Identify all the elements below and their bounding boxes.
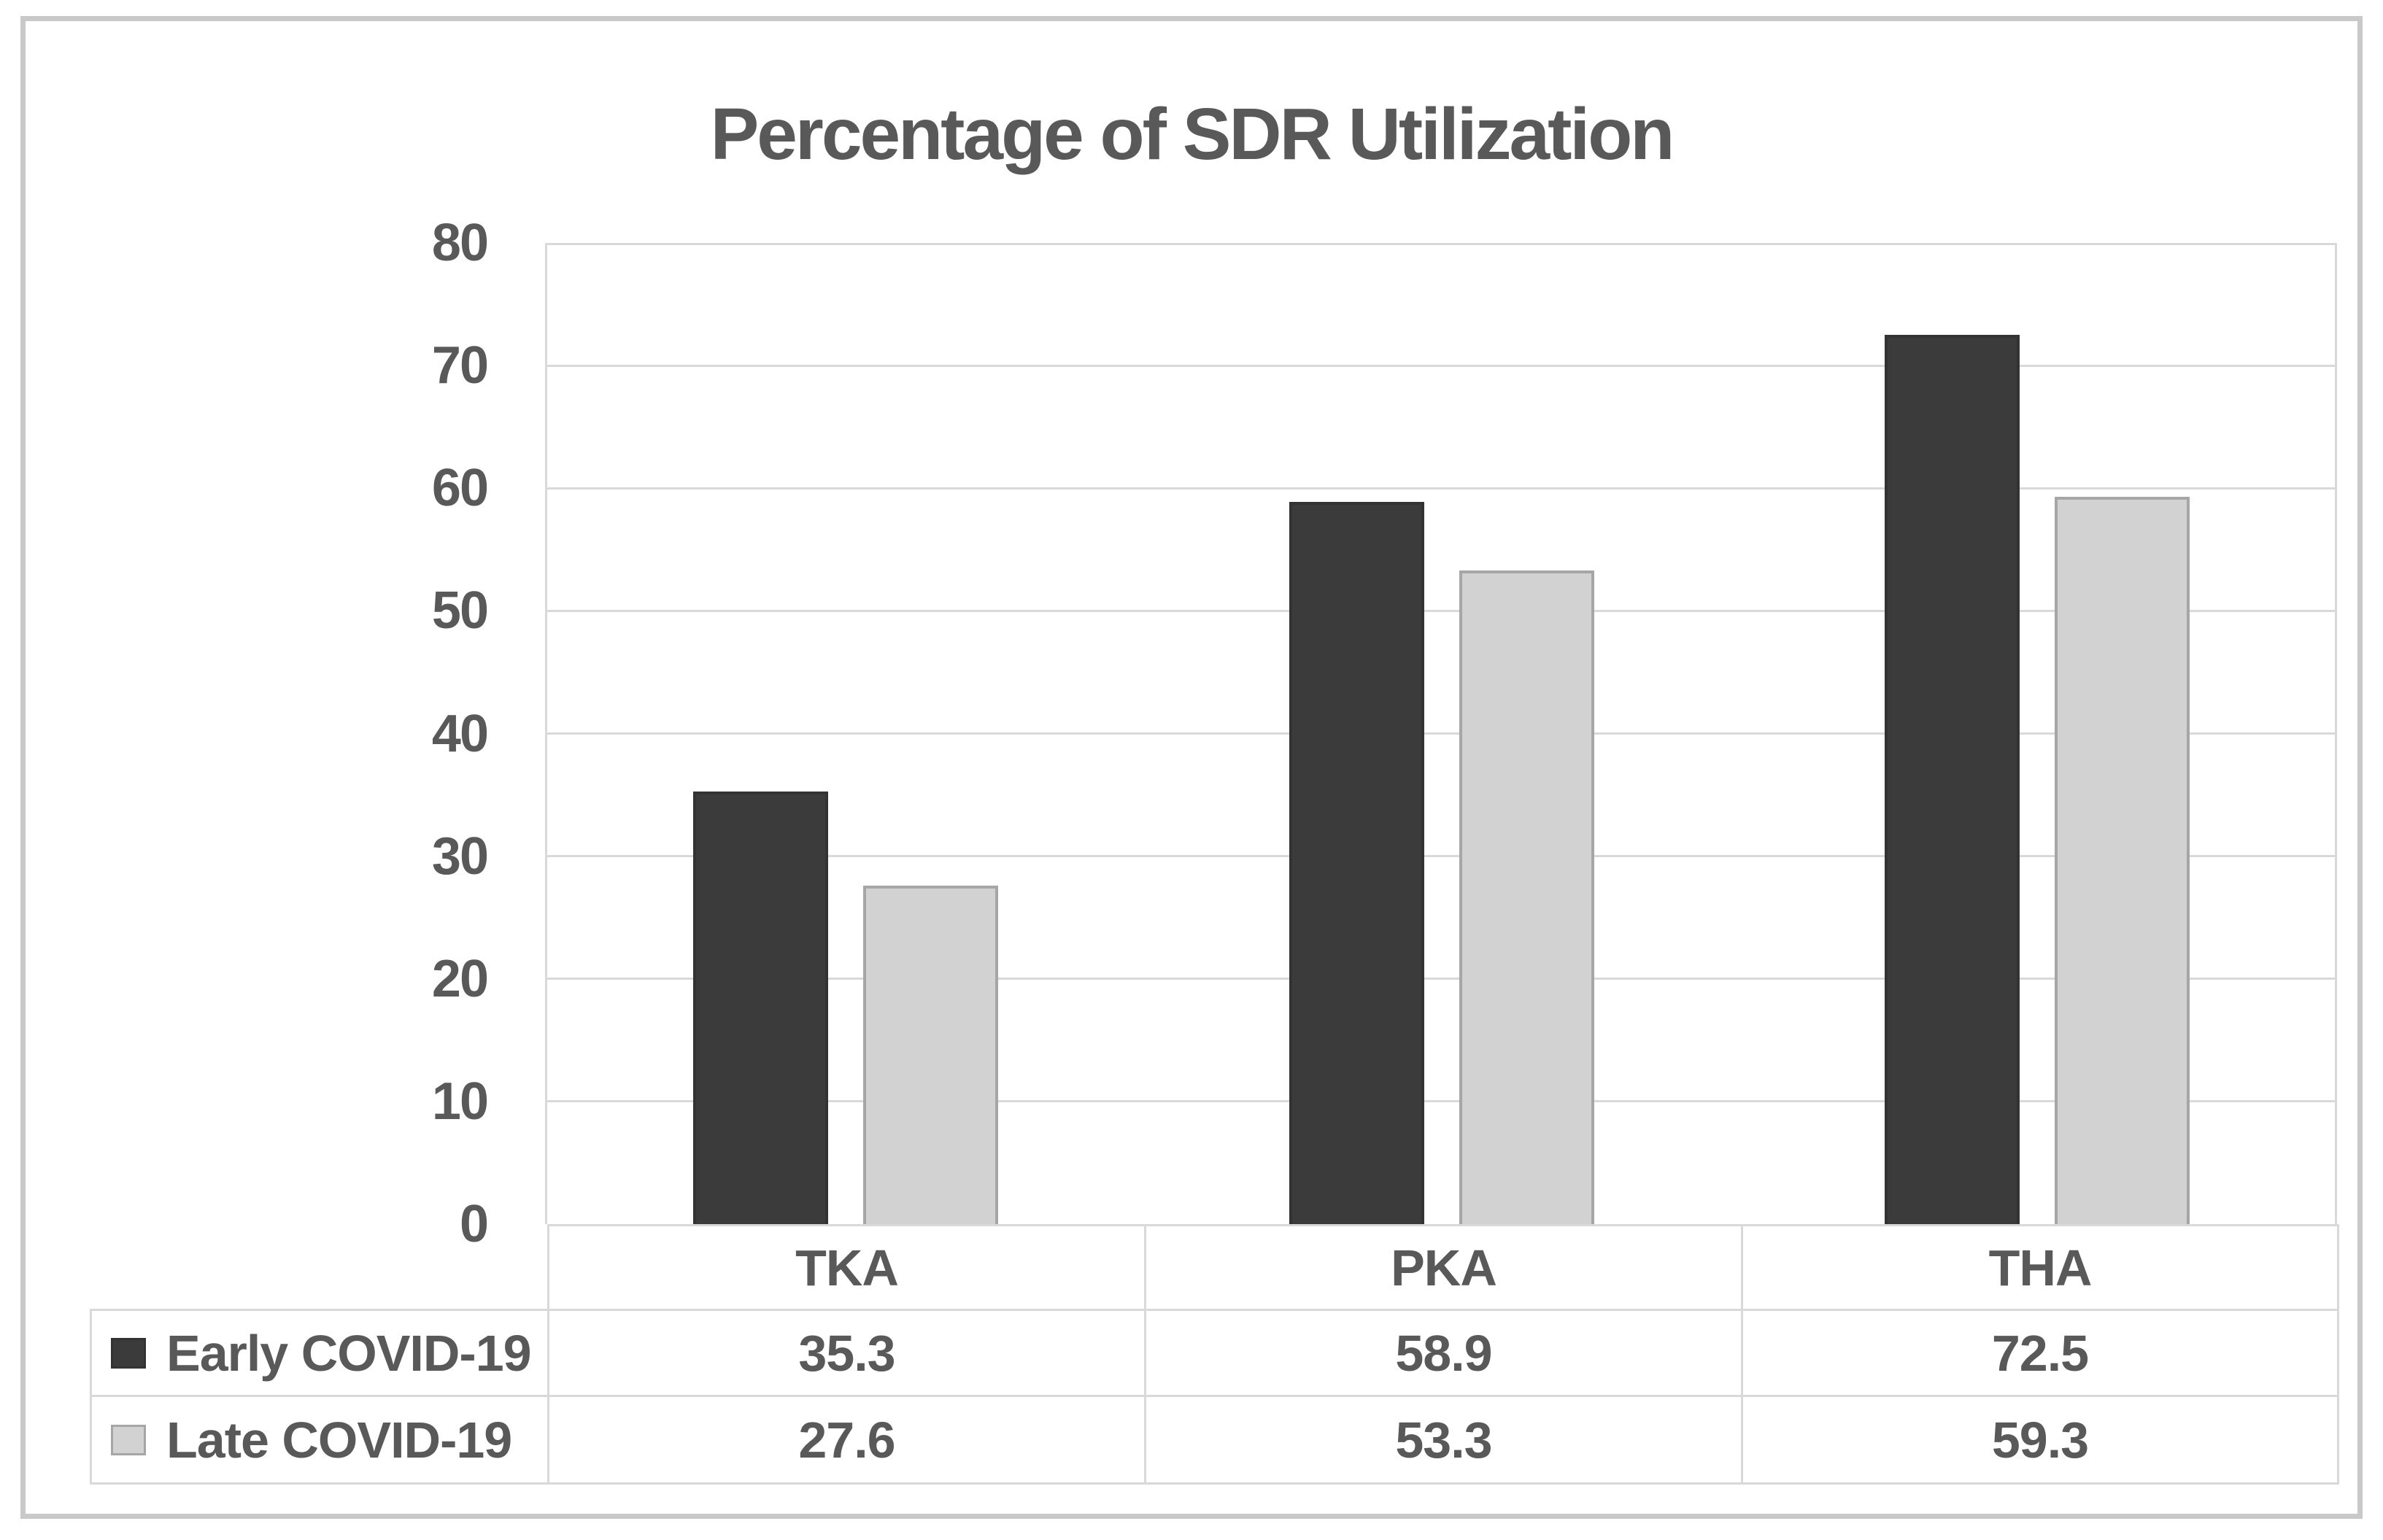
y-axis: 80 70 60 50 40 30 20 10 0	[277, 0, 489, 1540]
category-header-tka: TKA	[547, 1224, 1146, 1311]
y-tick-label-10: 10	[431, 1072, 489, 1131]
gridline-80	[547, 243, 2335, 245]
gridline-50	[547, 610, 2335, 612]
table-corner-cell	[91, 1226, 549, 1310]
bar-late-covid-19-tha	[2055, 497, 2190, 1224]
value-cell-late-covid-19-tha: 59.3	[1741, 1395, 2339, 1485]
value-cell-early-covid-19-pka: 58.9	[1144, 1309, 1743, 1397]
gridline-40	[547, 732, 2335, 735]
chart-title: Percentage of SDR Utilization	[710, 93, 1675, 175]
value-cell-early-covid-19-tka: 35.3	[547, 1309, 1146, 1397]
y-tick-label-70: 70	[431, 336, 489, 395]
y-tick-label-0: 0	[459, 1195, 489, 1253]
gridline-10	[547, 1100, 2335, 1102]
y-tick-label-80: 80	[431, 214, 489, 272]
data-table: TKA PKA THA Early COVID-19 35.3 58.9 72.5 Late …	[90, 1224, 2339, 1485]
y-tick-label-40: 40	[431, 705, 489, 763]
bar-late-covid-19-tka	[863, 886, 998, 1224]
category-header-tha: THA	[1741, 1224, 2339, 1311]
category-header-pka: PKA	[1144, 1224, 1743, 1311]
legend-label-early-covid-19: Early COVID-19	[166, 1324, 532, 1382]
legend-cell-early-covid-19: Early COVID-19	[90, 1309, 549, 1397]
bar-early-covid-19-pka	[1289, 502, 1424, 1224]
plot-area	[545, 243, 2337, 1224]
y-tick-label-50: 50	[431, 581, 489, 640]
bar-early-covid-19-tha	[1885, 335, 2020, 1224]
gridline-30	[547, 855, 2335, 857]
table-row-early-covid-19: Early COVID-19 35.3 58.9 72.5	[90, 1309, 2339, 1397]
y-tick-label-20: 20	[431, 950, 489, 1008]
y-tick-label-30: 30	[431, 827, 489, 886]
legend-swatch-icon-late-covid-19	[111, 1424, 146, 1455]
legend-label-late-covid-19: Late COVID-19	[166, 1411, 512, 1469]
value-cell-late-covid-19-pka: 53.3	[1144, 1395, 1743, 1485]
gridline-60	[547, 487, 2335, 490]
legend-cell-late-covid-19: Late COVID-19	[90, 1395, 549, 1485]
table-header-row: TKA PKA THA	[91, 1224, 2339, 1311]
bar-late-covid-19-pka	[1459, 570, 1594, 1224]
value-cell-early-covid-19-tha: 72.5	[1741, 1309, 2339, 1397]
gridline-70	[547, 365, 2335, 367]
y-tick-label-60: 60	[431, 459, 489, 517]
value-cell-late-covid-19-tka: 27.6	[547, 1395, 1146, 1485]
bar-early-covid-19-tka	[693, 792, 828, 1224]
legend-swatch-icon-early-covid-19	[111, 1337, 146, 1369]
table-row-late-covid-19: Late COVID-19 27.6 53.3 59.3	[90, 1395, 2339, 1485]
gridline-20	[547, 978, 2335, 980]
